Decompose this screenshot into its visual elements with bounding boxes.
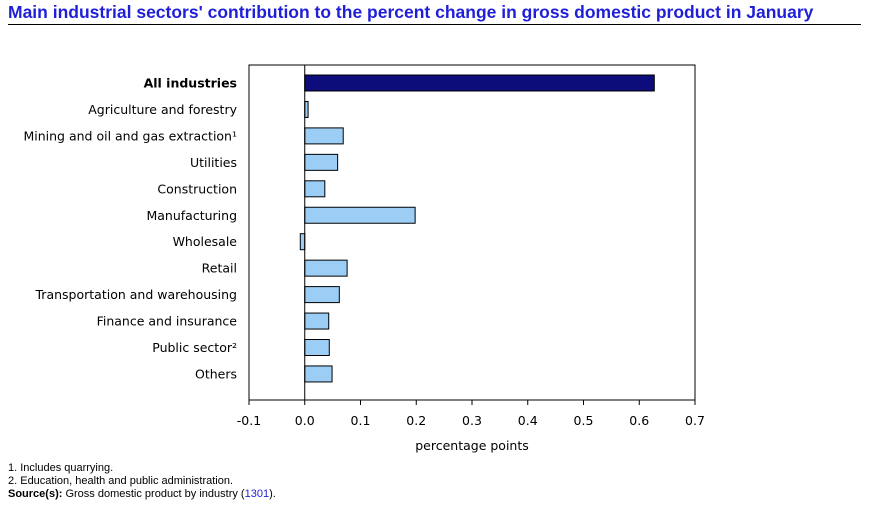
source-line: Source(s): Gross domestic product by ind… [8,488,276,501]
footnote-2: 2. Education, health and public administ… [8,475,234,487]
category-label-7: Retail [202,261,237,276]
category-label-1: Agriculture and forestry [88,102,237,117]
category-label-0: All industries [144,76,237,91]
bar-2 [304,127,344,145]
bar-1 [304,100,309,118]
bar-7 [304,259,348,277]
category-label-2: Mining and oil and gas extraction¹ [23,128,237,143]
category-label-11: Others [195,366,237,381]
category-label-8: Transportation and warehousing [35,287,238,302]
bars-group [299,74,655,383]
footnote-1: 1. Includes quarrying. [8,462,114,474]
x-axis-label: percentage points [415,438,529,453]
x-tick-label-2: 0.1 [351,413,371,428]
source-end: ). [269,488,276,500]
x-tick-label-4: 0.3 [462,413,482,428]
category-label-9: Finance and insurance [97,314,238,329]
chart-title: Main industrial sectors' contribution to… [8,2,814,22]
bar-8 [304,286,340,304]
bar-9 [304,312,330,330]
category-label-10: Public sector² [152,340,237,355]
x-axis-ticks: -0.1 0.0 0.1 0.2 0.3 0.4 0.5 0.6 0.7 [237,400,705,428]
bar-10 [304,339,330,356]
bar-4 [304,180,326,198]
x-tick-label-3: 0.2 [406,413,426,428]
source-link[interactable]: 1301 [244,488,270,500]
x-tick-label-1: 0.0 [295,413,315,428]
category-label-6: Wholesale [173,234,238,249]
title-rule [8,24,861,25]
x-tick-label-5: 0.4 [518,413,538,428]
category-label-5: Manufacturing [146,208,237,223]
category-label-3: Utilities [190,155,237,170]
x-tick-label-8: 0.7 [685,413,705,428]
category-labels: All industries Agriculture and forestry Mi… [23,76,237,382]
x-tick-label-7: 0.6 [629,413,649,428]
footnotes: 1. Includes quarrying. 2. Education, hea… [8,462,276,501]
bar-0 [304,74,655,92]
bar-3 [304,153,339,171]
x-tick-label-0: -0.1 [237,413,261,428]
source-text: Gross domestic product by industry ( [62,488,245,500]
category-label-4: Construction [157,181,237,196]
bar-5 [304,206,416,224]
source-label: Source(s): [8,488,63,500]
bar-6 [299,233,306,251]
bar-11 [304,365,333,383]
x-tick-label-6: 0.5 [574,413,594,428]
